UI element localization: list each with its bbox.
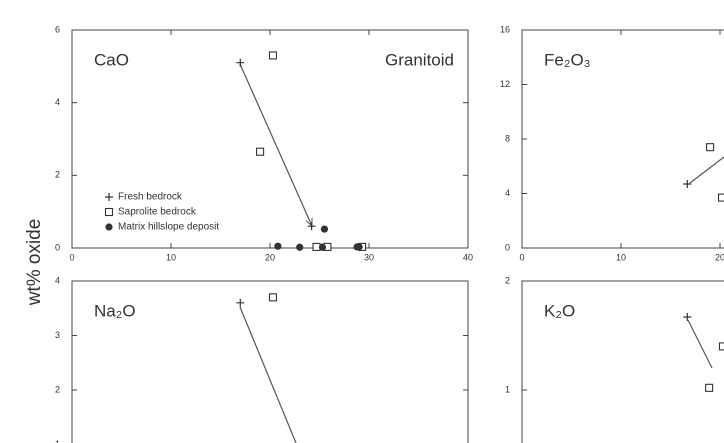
y-tick-label: 4	[55, 275, 60, 285]
panel-title: Fe₂O₃	[544, 50, 591, 69]
y-axis-label: wt% oxide	[24, 219, 45, 307]
x-tick-label: 10	[616, 252, 626, 262]
panel-annotation: Granitoid	[385, 50, 454, 69]
square-marker	[104, 207, 114, 217]
plus-marker	[307, 222, 316, 231]
panel: 0 4 8 12 16 0 10 20 Fe₂O₃	[500, 24, 724, 262]
square-marker	[268, 51, 278, 60]
panel-title: Na₂O	[94, 301, 136, 320]
x-tick-label: 10	[166, 252, 176, 262]
circle-marker	[274, 242, 282, 250]
y-tick-label: 1	[55, 439, 60, 443]
circle-marker	[105, 223, 113, 231]
y-tick-label: 2	[505, 275, 510, 285]
y-tick-label: 0	[55, 242, 60, 252]
y-tick-label: 1	[505, 384, 510, 394]
x-tick-label: 40	[463, 252, 473, 262]
x-tick-label: 30	[364, 252, 374, 262]
square-marker	[268, 293, 278, 302]
x-tick-label: 20	[265, 252, 275, 262]
circle-marker	[355, 243, 363, 251]
arrow	[239, 63, 313, 226]
plus-marker	[683, 312, 692, 321]
y-tick-label: 2	[55, 170, 60, 180]
arrow	[239, 306, 297, 443]
square-marker	[256, 147, 265, 156]
x-tick-label: 0	[519, 252, 524, 262]
square-marker	[717, 193, 724, 202]
plus-marker	[236, 298, 245, 307]
circle-marker	[320, 225, 329, 233]
y-tick-label: 12	[500, 79, 510, 89]
legend-label: Matrix hillslope deposit	[118, 222, 219, 233]
x-tick-label: 20	[715, 252, 724, 262]
arrow	[687, 319, 713, 369]
y-tick-label: 16	[500, 24, 510, 34]
circle-marker	[318, 243, 327, 251]
panel-title: K₂O	[544, 301, 575, 320]
panel: 1 2 3 4 Na₂O	[55, 275, 469, 443]
square-marker	[718, 342, 724, 351]
arrow	[689, 156, 724, 184]
plus-marker	[105, 193, 113, 201]
circle-marker	[296, 243, 304, 251]
plus-marker	[683, 179, 692, 188]
square-marker	[705, 383, 714, 392]
y-tick-label: 4	[55, 97, 60, 107]
y-tick-label: 8	[505, 133, 510, 143]
plus-marker	[236, 58, 245, 67]
y-tick-label: 2	[55, 384, 60, 394]
legend-label: Fresh bedrock	[118, 192, 183, 203]
panel: 1 2 K₂O	[505, 275, 724, 443]
y-tick-label: 0	[505, 242, 510, 252]
square-marker	[706, 143, 715, 152]
y-tick-label: 4	[505, 188, 510, 198]
legend-label: Saprolite bedrock	[118, 207, 197, 218]
y-tick-label: 6	[55, 24, 60, 34]
y-tick-label: 3	[55, 330, 60, 340]
panel: 0 2 4 6 0 10 20 30 40 CaO Granitoid Fresh bedrock Sa…	[55, 24, 473, 262]
x-tick-label: 0	[69, 252, 74, 262]
panel-title: CaO	[94, 50, 129, 69]
